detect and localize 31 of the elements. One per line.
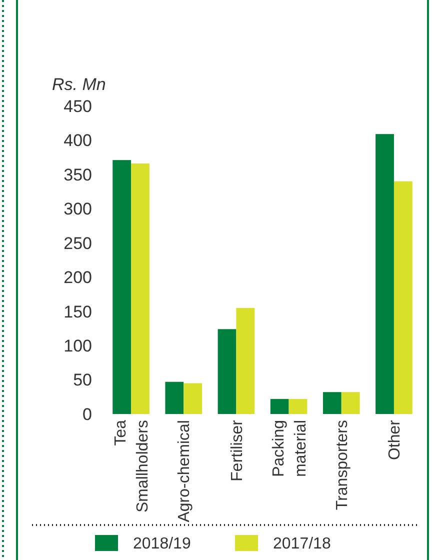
y-tick-label: 150 (64, 302, 92, 322)
y-tick-label: 50 (73, 370, 92, 390)
bar (165, 382, 184, 414)
bar (236, 308, 255, 414)
bar (288, 398, 308, 414)
bar (394, 181, 412, 414)
x-tick-label: Tea Smallholders (112, 420, 152, 512)
y-axis-title: Rs. Mn (52, 75, 106, 94)
y-tick-label: 0 (82, 404, 92, 424)
bar (341, 392, 360, 414)
bar (184, 383, 202, 414)
legend-label: 2018/19 (133, 536, 191, 553)
legend-label: 2017/18 (273, 536, 331, 553)
bar (270, 398, 289, 414)
bar (218, 329, 236, 414)
y-tick-label: 200 (64, 268, 92, 288)
bar (131, 163, 150, 414)
y-tick-label: 250 (64, 234, 92, 253)
x-tick-label: Packing material (270, 420, 310, 477)
x-tick-label: Fertiliser (228, 419, 246, 482)
bar (376, 134, 394, 414)
y-tick-label: 300 (64, 200, 92, 219)
bar (112, 160, 132, 414)
x-tick-label: Transporters (334, 420, 351, 510)
y-tick-label: 100 (64, 336, 92, 356)
y-tick-label: 350 (64, 165, 92, 184)
x-tick-label: Agro-chemical (176, 420, 194, 522)
x-tick-label: Other (386, 419, 404, 460)
bar (322, 392, 342, 414)
y-tick-label: 400 (64, 131, 92, 150)
y-tick-label: 450 (64, 96, 92, 116)
